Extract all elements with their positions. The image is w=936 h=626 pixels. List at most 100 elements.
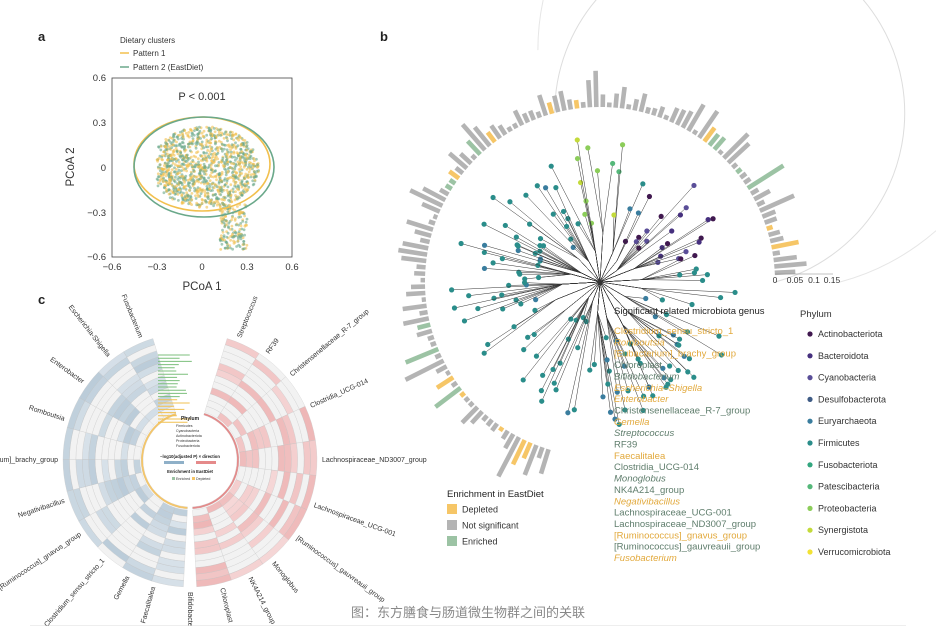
scatter-point xyxy=(181,133,185,137)
abundance-bar xyxy=(419,237,431,245)
abundance-bar xyxy=(749,187,760,196)
genus-label: Lachnospiraceae_ND3007_group xyxy=(322,457,427,464)
scatter-point xyxy=(214,126,218,130)
scatter-point xyxy=(176,178,180,181)
scatter-point xyxy=(165,189,169,193)
scatter-point xyxy=(242,240,246,243)
scatter-point xyxy=(226,163,230,166)
heatmap-cell xyxy=(283,443,292,473)
abundance-bar xyxy=(485,418,494,427)
scatter-point xyxy=(177,199,180,202)
scatter-point xyxy=(226,177,229,180)
enrichment-swatch xyxy=(447,536,457,546)
scatter-point xyxy=(178,154,182,158)
tree-branch xyxy=(597,170,604,283)
abundance-bar xyxy=(438,187,450,197)
scatter-point xyxy=(230,155,234,159)
scatter-point xyxy=(239,224,243,228)
scatter-point xyxy=(159,148,163,152)
tree-branch xyxy=(599,171,620,283)
axis-ticks: −0.6 −0.3 0 0.3 0.6 0.6 0.3 0 −0.3 −0.6 xyxy=(87,73,298,273)
scatter-point xyxy=(235,156,239,160)
scatter-point xyxy=(241,161,245,165)
scatter-point xyxy=(207,197,210,201)
abundance-bar xyxy=(448,178,457,186)
x-tick: −0.6 xyxy=(103,262,122,273)
scatter-point xyxy=(159,182,163,186)
tree-branch xyxy=(555,281,601,390)
scatter-point xyxy=(249,165,253,169)
scatter-point xyxy=(251,179,255,183)
scatter-point xyxy=(161,158,164,162)
scatter-point xyxy=(207,201,211,204)
scatter-point xyxy=(208,156,212,160)
abundance-bar xyxy=(558,90,567,112)
scatter-point xyxy=(204,178,207,182)
phylum-label: Actinobacteriota xyxy=(818,329,883,339)
scatter-point xyxy=(165,172,169,176)
abundance-bar xyxy=(405,290,426,297)
tree-leaf xyxy=(591,361,597,368)
scatter-point xyxy=(214,141,217,145)
scatter-point xyxy=(231,131,234,134)
tree-leaf xyxy=(458,240,464,247)
scatter-point xyxy=(167,139,171,142)
scatter-point xyxy=(230,200,234,204)
tree-leaf xyxy=(641,393,647,399)
scatter-point xyxy=(157,156,161,160)
abundance-bar xyxy=(511,122,519,130)
scatter-point xyxy=(228,203,231,207)
scatter-point xyxy=(170,175,174,179)
scatter-point xyxy=(192,133,196,137)
abundance-bar xyxy=(444,369,452,377)
tree-leaf xyxy=(606,368,612,374)
phylum-label: Verrucomicrobiota xyxy=(818,547,891,557)
phylum-dot-icon xyxy=(807,484,813,490)
scatter-point xyxy=(243,174,247,178)
tree-leaf xyxy=(466,293,472,299)
scatter-point xyxy=(187,142,191,146)
abundance-bar xyxy=(697,109,720,140)
abundance-bar xyxy=(419,309,429,316)
tree-branch xyxy=(599,281,626,355)
tree-leaf xyxy=(633,239,639,245)
genus-item: Faecalitalea xyxy=(614,451,666,462)
scatter-point xyxy=(206,166,210,170)
scatter-point xyxy=(217,161,221,164)
scatter-point xyxy=(256,163,259,166)
scatter-point xyxy=(255,157,258,161)
scatter-point xyxy=(216,147,220,151)
tree-leaf xyxy=(531,331,537,338)
p-value: P < 0.001 xyxy=(178,91,225,103)
abundance-bar xyxy=(458,152,473,166)
scatter-point xyxy=(205,185,209,188)
scatter-point xyxy=(191,139,195,143)
scatter-point xyxy=(199,192,203,196)
scatter-point xyxy=(171,161,175,165)
scatter-point xyxy=(218,128,222,132)
scatter-point xyxy=(195,143,199,146)
tree-leaf xyxy=(575,345,581,351)
abundance-bar xyxy=(485,130,497,144)
tree-leaf xyxy=(616,169,622,175)
scatter-point xyxy=(237,237,240,241)
scatter-point xyxy=(183,129,187,133)
abundance-bar xyxy=(746,163,785,191)
tree-leaf xyxy=(660,365,666,371)
scatter-point xyxy=(202,129,206,133)
tree-leaf xyxy=(661,375,667,381)
center-legend: Phylum Firmicutes Cyanobacteria Actinoba… xyxy=(160,416,220,481)
genus-label: Negativibacillus xyxy=(17,498,66,520)
genus-item: Enterobacter xyxy=(614,394,669,405)
scatter-point xyxy=(251,183,255,187)
scatter-point xyxy=(252,162,255,166)
scatter-point xyxy=(199,168,203,172)
phylum-label: Fusobacteriota xyxy=(818,460,878,470)
genus-item: NK4A214_group xyxy=(614,485,684,496)
scatter-point xyxy=(188,177,192,181)
abundance-bar xyxy=(686,103,706,133)
scatter-point xyxy=(169,157,173,161)
scatter-point xyxy=(185,169,189,173)
swatch-enriched xyxy=(172,477,175,480)
scatter-point xyxy=(232,234,236,238)
